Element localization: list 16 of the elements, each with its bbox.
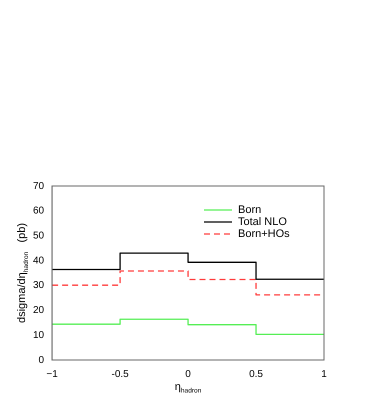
y-tick-label: 40 [33,255,45,266]
y-tick-label: 0 [38,354,45,366]
y-tick-label: 10 [33,330,45,341]
x-tick-label: 1 [321,368,328,380]
legend-label: Born+HOs [238,228,290,240]
x-tick-label: 0 [185,368,192,380]
x-tick-label: −1 [46,368,58,380]
x-tick-label: -0.5 [111,368,130,380]
y-tick-label: 50 [33,230,45,242]
y-tick-label: 20 [33,305,45,316]
legend-label: Born [238,204,262,216]
legend-label: Total NLO [238,216,288,228]
y-tick-label: 30 [33,280,45,292]
y-tick-label: 60 [33,206,45,217]
y-tick-label: 70 [33,180,45,192]
x-tick-label: 0.5 [249,368,264,380]
